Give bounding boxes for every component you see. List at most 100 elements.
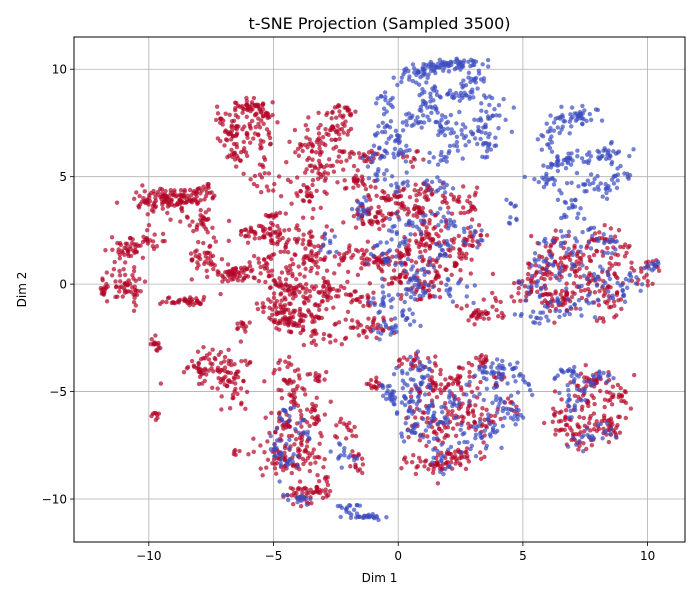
blue-point: [456, 440, 462, 446]
blue-point: [555, 125, 560, 130]
red-point: [315, 454, 320, 460]
red-point: [226, 218, 232, 224]
red-point: [567, 257, 573, 263]
red-point: [152, 205, 158, 210]
red-point: [340, 121, 345, 127]
blue-point: [351, 507, 357, 512]
blue-point: [418, 218, 424, 223]
red-point: [450, 426, 456, 431]
red-point: [118, 279, 123, 284]
red-point: [417, 210, 422, 215]
blue-point: [358, 201, 364, 207]
blue-point: [546, 318, 551, 323]
blue-point: [471, 394, 477, 399]
red-point: [303, 290, 308, 295]
blue-point: [485, 64, 491, 69]
red-point: [269, 268, 275, 273]
blue-point: [387, 248, 393, 253]
blue-point: [406, 111, 412, 116]
blue-point: [399, 431, 404, 436]
red-point: [558, 260, 564, 265]
blue-point: [597, 369, 602, 374]
red-point: [247, 360, 252, 366]
red-point: [122, 272, 128, 278]
red-point: [145, 241, 151, 246]
red-point: [380, 218, 385, 223]
red-point: [571, 281, 577, 286]
red-point: [420, 286, 426, 291]
red-point: [405, 357, 410, 362]
blue-point: [460, 156, 465, 161]
red-point: [422, 410, 427, 415]
blue-point: [452, 394, 457, 399]
red-point: [458, 210, 463, 216]
red-point: [132, 295, 137, 300]
red-point: [427, 221, 432, 226]
red-point: [555, 262, 560, 267]
red-point: [611, 392, 616, 397]
red-point: [330, 163, 336, 168]
red-point: [279, 270, 285, 275]
blue-point: [506, 220, 512, 225]
red-point: [150, 239, 156, 244]
red-point: [310, 319, 315, 325]
blue-point: [565, 444, 571, 449]
red-point: [289, 433, 295, 439]
blue-point: [447, 88, 453, 93]
red-point: [360, 462, 366, 467]
red-point: [161, 199, 167, 204]
blue-point: [500, 366, 505, 371]
red-point: [172, 203, 177, 208]
red-point: [564, 281, 569, 286]
red-point: [550, 303, 555, 309]
blue-point: [540, 175, 545, 180]
red-point: [386, 281, 391, 287]
blue-point: [528, 314, 533, 319]
red-point: [430, 380, 436, 386]
red-point: [307, 468, 313, 474]
blue-point: [472, 283, 478, 288]
red-point: [353, 289, 358, 294]
red-point: [471, 205, 477, 210]
blue-point: [400, 370, 405, 376]
red-point: [190, 219, 195, 224]
red-point: [313, 262, 318, 267]
red-point: [210, 196, 215, 201]
red-point: [314, 484, 320, 490]
red-point: [254, 301, 260, 306]
red-point: [598, 388, 603, 394]
blue-point: [441, 180, 446, 185]
blue-point: [595, 184, 601, 189]
red-point: [201, 294, 207, 300]
red-point: [271, 241, 276, 246]
red-point: [261, 263, 267, 269]
blue-point: [551, 238, 556, 244]
red-point: [586, 403, 591, 409]
red-point: [346, 427, 352, 433]
blue-point: [483, 446, 489, 451]
red-point: [393, 276, 399, 281]
blue-point: [389, 183, 394, 188]
red-point: [582, 288, 587, 293]
blue-point: [460, 431, 465, 437]
red-point: [337, 103, 342, 109]
red-point: [99, 287, 104, 293]
blue-point: [607, 153, 613, 158]
red-point: [413, 471, 419, 477]
red-point: [437, 264, 443, 269]
blue-point: [431, 155, 436, 160]
blue-point: [544, 314, 549, 319]
blue-point: [602, 430, 607, 435]
red-point: [304, 185, 310, 191]
red-point: [243, 329, 248, 334]
blue-point: [380, 296, 385, 302]
red-point: [333, 434, 338, 439]
red-point: [313, 342, 319, 347]
red-point: [164, 299, 169, 305]
blue-point: [416, 399, 421, 404]
red-point: [552, 320, 557, 325]
red-point: [280, 310, 286, 315]
blue-point: [511, 366, 517, 371]
red-point: [494, 298, 499, 304]
blue-point: [373, 133, 379, 138]
